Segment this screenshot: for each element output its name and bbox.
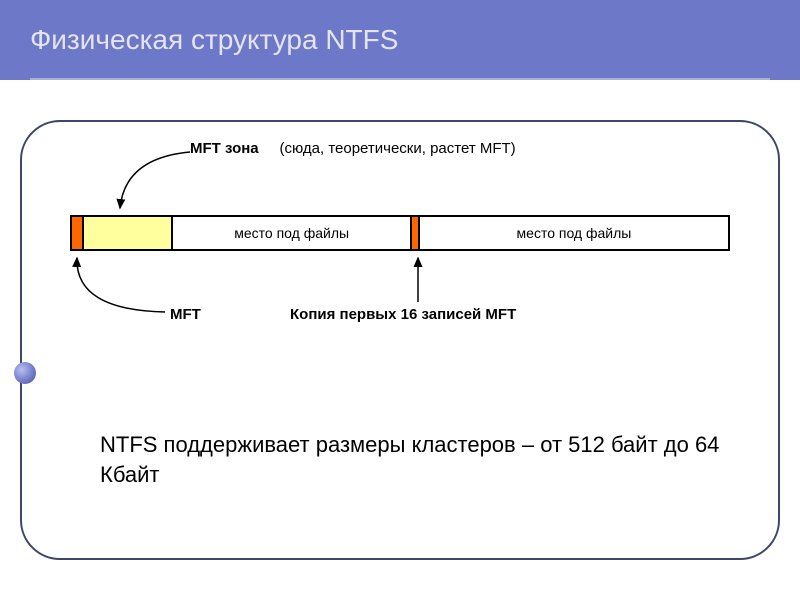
arrow-bottom-left-icon <box>65 250 185 320</box>
top-annotation: MFT зона (сюда, теоретически, растет MFT… <box>190 140 516 157</box>
slide-header: Физическая структура NTFS <box>0 0 800 80</box>
mft-zone-note: (сюда, теоретически, растет MFT) <box>279 140 515 157</box>
mft-copy-label: Копия первых 16 записей MFT <box>290 306 516 323</box>
segment-files-2: место под файлы <box>420 217 728 249</box>
segment-mft-zone <box>84 217 173 249</box>
slide-title: Физическая структура NTFS <box>30 24 398 56</box>
mft-zone-label: MFT зона <box>190 140 259 157</box>
ntfs-layout-diagram: MFT зона (сюда, теоретически, растет MFT… <box>70 140 740 380</box>
arrow-bottom-center-icon <box>408 252 428 307</box>
mft-label: MFT <box>170 306 201 323</box>
segment-mft <box>72 217 84 249</box>
arrow-top-icon <box>110 150 200 215</box>
segment-mft-copy <box>412 217 420 249</box>
disk-layout-bar: место под файлы место под файлы <box>70 215 730 251</box>
header-underline <box>30 78 770 80</box>
segment-files-1: место под файлы <box>173 217 412 249</box>
body-text: NTFS поддерживает размеры кластеров – от… <box>100 430 720 489</box>
bullet-icon <box>14 362 36 384</box>
